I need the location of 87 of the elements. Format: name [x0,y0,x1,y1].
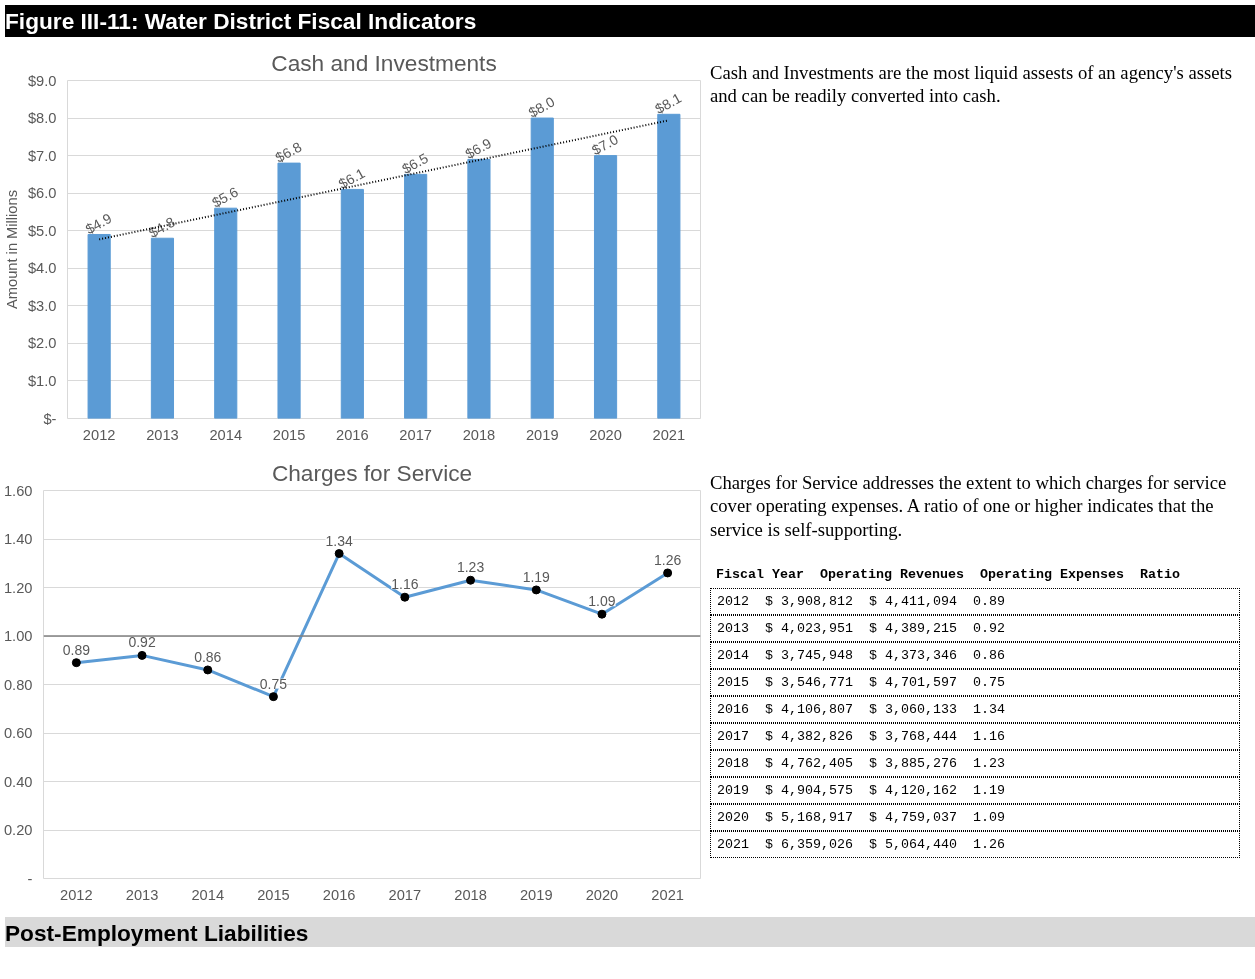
x-tick-label: 2012 [82,426,116,443]
x-tick-label: 2013 [146,426,179,443]
bar [150,237,175,419]
y-tick-label: $- [43,410,57,427]
x-tick-label: 2016 [322,886,356,903]
y-tick-label: $3.0 [27,297,57,314]
x-tick-label: 2014 [209,426,243,443]
data-label: 1.16 [391,576,419,593]
data-label: $6.5 [399,149,431,177]
bar [467,158,491,419]
text: Figure III-11: Water District Fiscal Indicators [5,7,477,36]
y-tick-label: $4.0 [27,260,57,277]
chart-title: Charges for Service [271,459,473,486]
y-tick-label: 0.40 [3,773,33,790]
x-tick-label: 2015 [257,886,290,903]
data-label: $5.6 [209,183,242,211]
text: 2014 $ 3,745,948 $ 4,373,346 0.86 [710,642,1240,670]
data-label: $4.9 [82,209,115,238]
y-tick-label: 0.60 [3,725,33,741]
x-tick-label: 2019 [519,886,553,903]
y-axis-title: Amount in Millions [3,190,20,309]
data-label: 0.75 [259,675,288,692]
x-tick-label: 2021 [652,426,686,443]
y-tick-label: $1.0 [27,372,57,389]
text: 2016 $ 4,106,807 $ 3,060,133 1.34 [710,696,1240,724]
x-tick-label: 2013 [125,886,159,903]
data-label: $8.1 [652,89,685,117]
x-tick-label: 2018 [462,426,496,443]
x-tick-label: 2018 [454,886,487,903]
y-tick-label: $5.0 [27,222,57,239]
text: 2013 $ 4,023,951 $ 4,389,215 0.92 [710,615,1240,643]
x-tick-label: 2017 [399,426,432,443]
bar [340,188,364,419]
x-tick-label: 2020 [589,426,622,443]
data-label: 0.92 [128,634,156,651]
data-label: 1.23 [456,559,485,576]
x-tick-label: 2020 [585,886,619,903]
data-label: 0.86 [194,648,222,665]
y-tick-label: 0.20 [3,822,33,838]
data-label: 1.09 [588,593,616,610]
x-tick-label: 2012 [60,886,93,903]
x-tick-label: 2016 [336,426,369,443]
bar [87,233,111,419]
data-label: $6.1 [335,164,368,192]
text: 2012 $ 3,908,812 $ 4,411,094 0.89 [710,588,1240,616]
text: 2020 $ 5,168,917 $ 4,759,037 1.09 [710,804,1240,832]
bar [657,113,681,419]
chart-title: Cash and Investments [271,49,497,76]
text: 2018 $ 4,762,405 $ 3,885,276 1.23 [710,750,1240,778]
bar [530,117,554,419]
data-label: 1.19 [522,568,551,585]
text: Post-Employment Liabilities [5,919,309,948]
bar [214,207,238,419]
y-tick-label: - [27,870,33,887]
data-label: 0.89 [62,641,91,658]
y-tick-label: $6.0 [27,185,57,202]
y-tick-label: $7.0 [27,147,57,164]
x-tick-label: 2019 [525,426,559,443]
x-tick-label: 2015 [272,426,306,443]
bar [593,155,618,419]
y-tick-label: 1.60 [3,482,33,499]
y-tick-label: $2.0 [27,335,57,352]
x-tick-label: 2021 [651,886,684,903]
text: 2019 $ 4,904,575 $ 4,120,162 1.19 [710,777,1240,805]
x-tick-label: 2014 [191,886,225,903]
text: Cash and Investments are the most liquid assests of an agency's assets and can be readily converted into cash. [710,61,1233,108]
data-label: $4.8 [145,213,178,241]
text: 2015 $ 3,546,771 $ 4,701,597 0.75 [710,669,1240,697]
y-tick-label: 1.20 [3,579,33,596]
data-label: $6.9 [462,134,495,162]
text: Fiscal Year Operating Revenues Operating Expenses Ratio [715,566,1181,584]
data-label: $6.8 [272,138,305,166]
y-tick-label: $9.0 [27,72,57,89]
bar [404,173,428,419]
bar [277,162,301,419]
y-tick-label: 1.00 [3,628,33,644]
data-label: $8.0 [525,93,558,121]
text: Charges for Service addresses the extent to which charges for service cover operating expenses. A ratio of one or higher indicates that the service is self-supporting. [710,471,1228,541]
y-tick-label: $8.0 [27,110,57,127]
text: 2017 $ 4,382,826 $ 3,768,444 1.16 [710,723,1240,751]
x-tick-label: 2017 [388,886,422,903]
data-label: $7.0 [589,130,621,159]
data-label: 1.34 [325,532,353,549]
y-tick-label: 0.80 [3,676,33,693]
y-tick-label: 1.40 [3,531,33,547]
text: 2021 $ 6,359,026 $ 5,064,440 1.26 [710,831,1240,859]
data-label: 1.26 [654,551,682,568]
